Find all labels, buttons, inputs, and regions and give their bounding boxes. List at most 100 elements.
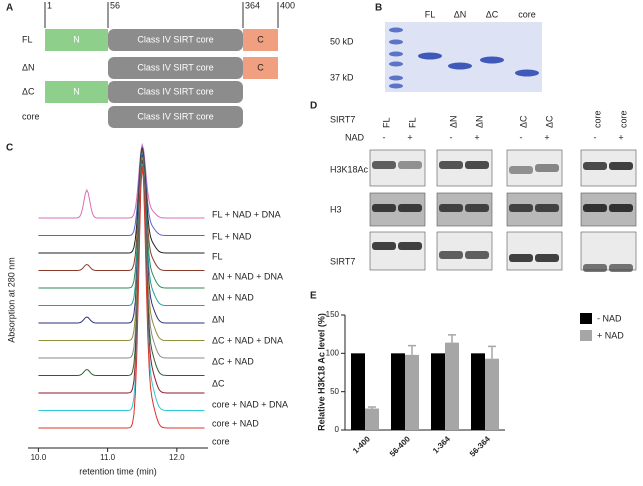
blot-band (535, 204, 559, 212)
ladder-band (389, 75, 403, 81)
lane-label: ΔN (474, 115, 484, 128)
bar (405, 354, 419, 430)
ladder-band (389, 39, 403, 45)
blot-band (583, 264, 607, 272)
protein-band (480, 56, 504, 64)
lane-label: FL (407, 117, 417, 128)
blot-band (465, 251, 489, 259)
trace-label: ΔN + NAD + DNA (212, 271, 283, 281)
legend-swatch (580, 330, 592, 341)
x-tick-label: 12.0 (169, 453, 185, 462)
lane-label: ΔC (544, 115, 554, 128)
y-axis-label: Absorption at 280 nm (6, 257, 16, 343)
domain-label: N (73, 86, 80, 96)
chromatogram-trace (38, 165, 205, 429)
lane-label: FL (425, 9, 436, 19)
blot-frame (369, 231, 426, 271)
blot-band (583, 162, 607, 170)
chromatogram-trace (38, 153, 205, 306)
y-tick-label: 100 (326, 348, 340, 357)
blot-band (372, 242, 396, 250)
panel-label: E (310, 291, 317, 302)
nad-sign: + (474, 132, 479, 142)
domain-label: Class IV SIRT core (137, 86, 213, 96)
domain-box (108, 29, 243, 51)
domain-label: Class IV SIRT core (137, 111, 213, 121)
blot-band (465, 204, 489, 212)
blot-band (439, 161, 463, 169)
blot-band (372, 161, 396, 169)
lane-label: core (592, 110, 602, 128)
blot-band (609, 204, 633, 212)
lane-label: ΔN (454, 9, 467, 19)
bar (351, 353, 365, 430)
blot-band (398, 242, 422, 250)
domain-box (243, 29, 278, 51)
error-bar (488, 345, 496, 359)
blot-band (535, 254, 559, 262)
nad-label: NAD (345, 132, 365, 142)
nad-sign: + (407, 132, 412, 142)
y-tick-label: 50 (330, 387, 339, 396)
domain-label: N (73, 34, 80, 44)
protein-band (418, 52, 442, 60)
residue-number: 364 (245, 0, 260, 10)
trace-label: ΔN (212, 314, 225, 324)
x-tick-label: 1-400 (351, 434, 372, 455)
panel-label: A (6, 3, 13, 14)
row-label: SIRT7 (330, 256, 355, 266)
nad-sign: - (383, 132, 386, 142)
ladder-band (389, 27, 403, 33)
construct-name: core (22, 111, 40, 121)
legend-label: - NAD (597, 313, 622, 323)
blot-band (609, 162, 633, 170)
row-label: H3 (330, 204, 342, 214)
y-tick-label: 150 (326, 310, 340, 319)
y-axis-label: Relative H3K18 Ac level (%) (316, 313, 326, 431)
blot-band (509, 204, 533, 212)
lane-label: core (618, 110, 628, 128)
nad-sign: - (594, 132, 597, 142)
blot-band (583, 204, 607, 212)
chromatogram-trace (38, 161, 205, 394)
x-tick-label: 56-400 (388, 434, 412, 458)
blot-band (609, 264, 633, 272)
blot-band (439, 251, 463, 259)
error-bar (448, 334, 456, 343)
protein-band (515, 69, 539, 77)
residue-number: 1 (47, 0, 52, 10)
chromatogram-trace (38, 156, 205, 341)
domain-label: C (257, 62, 264, 72)
panel-label: B (375, 3, 382, 14)
chromatogram-trace (38, 158, 205, 359)
construct-name: ΔC (22, 86, 35, 96)
domain-label: C (257, 34, 264, 44)
bar (431, 353, 445, 430)
trace-label: ΔN + NAD (212, 292, 254, 302)
lane-label: ΔC (518, 115, 528, 128)
blot-frame (580, 231, 637, 271)
lane-label: core (518, 9, 536, 19)
marker-label: 37 kD (330, 72, 354, 82)
ladder-band (389, 61, 403, 67)
chromatogram-trace (38, 149, 205, 271)
x-tick-label: 11.0 (100, 453, 116, 462)
trace-label: ΔC + NAD (212, 356, 254, 366)
domain-label: Class IV SIRT core (137, 34, 213, 44)
residue-number: 56 (110, 0, 120, 10)
ladder-band (389, 83, 403, 89)
y-tick-label: 0 (335, 425, 340, 434)
row-label: H3K18Ac (330, 164, 369, 174)
blot-band (439, 204, 463, 212)
domain-box (45, 29, 108, 51)
lane-label: ΔN (448, 115, 458, 128)
legend-label: + NAD (597, 330, 624, 340)
bar (445, 342, 459, 430)
construct-name: FL (22, 34, 33, 44)
chromatogram-trace (38, 151, 205, 289)
domain-label: Class IV SIRT core (137, 62, 213, 72)
bar (365, 408, 379, 430)
x-axis-label: retention time (min) (79, 466, 157, 476)
trace-label: core + NAD + DNA (212, 399, 288, 409)
